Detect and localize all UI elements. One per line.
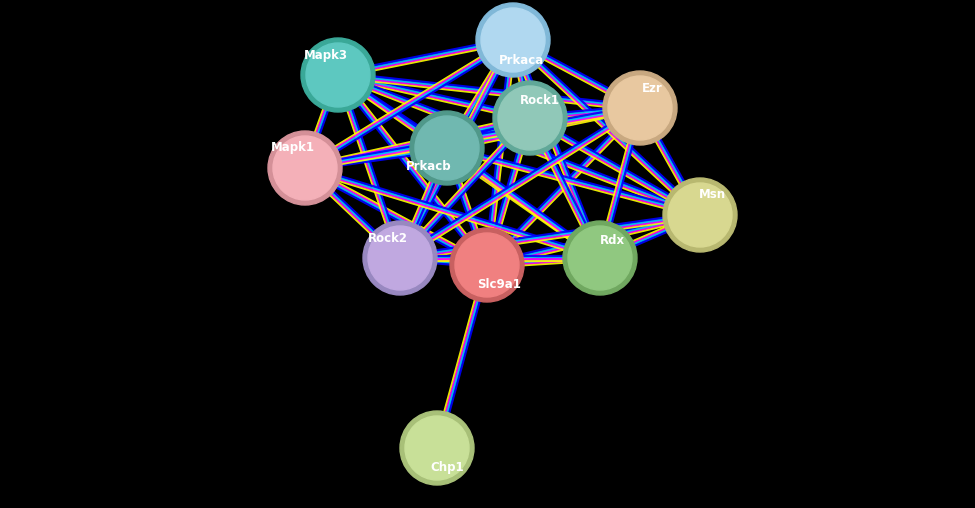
Text: Rdx: Rdx <box>600 234 625 246</box>
Circle shape <box>563 221 637 295</box>
Circle shape <box>476 3 550 77</box>
Circle shape <box>455 233 519 297</box>
Circle shape <box>493 81 567 155</box>
Text: Prkacb: Prkacb <box>407 160 451 173</box>
Circle shape <box>663 178 737 252</box>
Text: Slc9a1: Slc9a1 <box>477 278 521 292</box>
Text: Chp1: Chp1 <box>430 461 464 474</box>
Circle shape <box>568 226 632 290</box>
Circle shape <box>498 86 562 150</box>
Circle shape <box>415 116 479 180</box>
Circle shape <box>410 111 484 185</box>
Circle shape <box>368 226 432 290</box>
Text: Ezr: Ezr <box>642 81 662 94</box>
Text: Rock2: Rock2 <box>368 232 408 244</box>
Circle shape <box>400 411 474 485</box>
Circle shape <box>608 76 672 140</box>
Text: Mapk1: Mapk1 <box>271 142 315 154</box>
Text: Msn: Msn <box>698 188 725 202</box>
Circle shape <box>363 221 437 295</box>
Circle shape <box>273 136 337 200</box>
Circle shape <box>405 416 469 480</box>
Circle shape <box>268 131 342 205</box>
Text: Prkaca: Prkaca <box>498 53 544 67</box>
Circle shape <box>603 71 677 145</box>
Text: Mapk3: Mapk3 <box>304 48 348 61</box>
Circle shape <box>450 228 524 302</box>
Circle shape <box>306 43 370 107</box>
Circle shape <box>668 183 732 247</box>
Text: Rock1: Rock1 <box>520 93 560 107</box>
Circle shape <box>301 38 375 112</box>
Circle shape <box>481 8 545 72</box>
